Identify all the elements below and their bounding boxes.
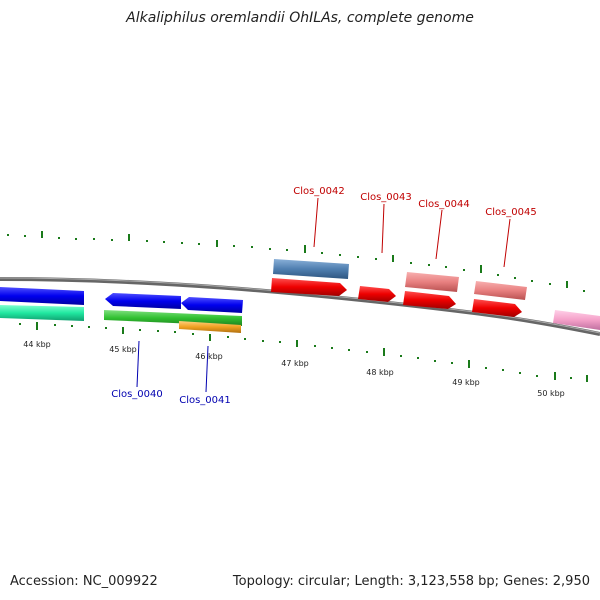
scale-label-46kbp: 46 kbp <box>195 352 223 361</box>
scale-label-45kbp: 45 kbp <box>109 345 137 354</box>
cds-forward-arrow[interactable] <box>403 291 456 309</box>
gene-label-clos-0042[interactable]: Clos_0042 <box>293 186 345 197</box>
scale-label-47kbp: 47 kbp <box>281 359 309 368</box>
cds-reverse-arrow[interactable] <box>181 297 243 313</box>
scale-label-48kbp: 48 kbp <box>366 368 394 377</box>
gene-feature-pink[interactable] <box>553 310 600 330</box>
gene-feature-steelblue[interactable] <box>273 259 349 279</box>
genome-backbone <box>0 277 600 336</box>
inner-tick-ring <box>19 322 588 382</box>
outer-tick-ring <box>7 231 585 292</box>
gene-feature-salmon[interactable] <box>405 272 459 292</box>
page-title: Alkaliphilus oremlandii OhILAs, complete… <box>126 10 474 26</box>
genome-summary-label: Topology: circular; Length: 3,123,558 bp… <box>232 574 590 589</box>
scale-label-49kbp: 49 kbp <box>452 378 480 387</box>
scale-label-44kbp: 44 kbp <box>23 340 51 349</box>
gene-feature-green[interactable] <box>104 310 242 326</box>
scale-label-50kbp: 50 kbp <box>537 389 565 398</box>
gene-feature-aqua[interactable] <box>0 305 84 321</box>
cds-forward-arrow[interactable] <box>472 299 522 317</box>
gene-label-clos-0043[interactable]: Clos_0043 <box>360 192 412 203</box>
gene-feature-orange[interactable] <box>179 321 241 333</box>
cds-forward-arrow[interactable] <box>271 278 347 296</box>
accession-label: Accession: NC_009922 <box>10 574 158 589</box>
gene-label-clos-0040[interactable]: Clos_0040 <box>111 389 163 400</box>
gene-label-leaders <box>136 197 511 393</box>
cds-forward-arrow[interactable] <box>358 286 396 302</box>
cds-reverse-arrow[interactable] <box>0 287 84 305</box>
cds-reverse-arrow[interactable] <box>105 293 181 309</box>
gene-label-clos-0044[interactable]: Clos_0044 <box>418 199 470 210</box>
gene-feature-salmon[interactable] <box>474 281 527 300</box>
gene-label-clos-0041[interactable]: Clos_0041 <box>179 395 231 406</box>
gene-label-clos-0045[interactable]: Clos_0045 <box>485 207 537 218</box>
